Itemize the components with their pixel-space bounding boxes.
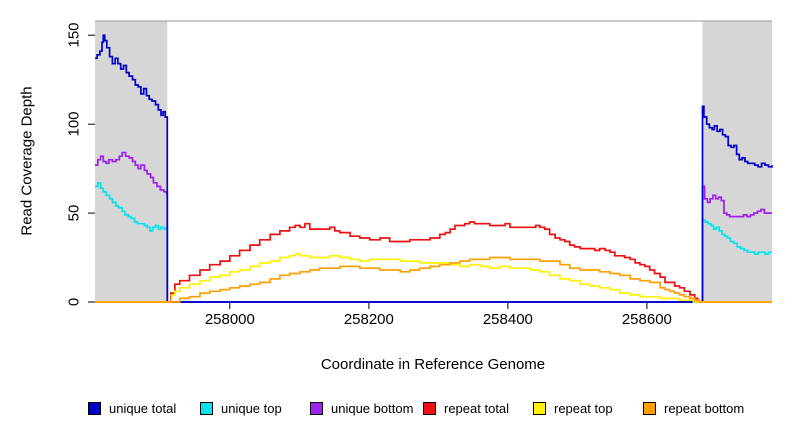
series-line-repeat-top (95, 253, 772, 303)
series-line-repeat-bottom (95, 256, 772, 303)
legend-item-repeat-bottom: repeat bottom (643, 399, 744, 417)
y-tick-label: 100 (65, 111, 83, 137)
shaded-region (95, 21, 168, 302)
x-tick-label: 258200 (343, 311, 394, 328)
legend-label: repeat top (554, 400, 613, 416)
legend-item-unique-bottom: unique bottom (310, 399, 413, 417)
legend-swatch-repeat-bottom (643, 401, 656, 415)
series-line-unique-total (95, 34, 773, 303)
x-axis-title: Coordinate in Reference Genome (320, 356, 546, 373)
series-line-unique-bottom (95, 151, 772, 303)
shaded-region (702, 21, 772, 302)
series-line-repeat-total (95, 221, 772, 303)
legend-item-repeat-top: repeat top (533, 399, 613, 417)
legend-label: repeat total (444, 400, 510, 416)
x-tick-label: 258600 (621, 311, 672, 328)
legend-label: unique total (109, 400, 177, 416)
y-axis-title: Read Coverage Depth (18, 86, 36, 236)
x-tick-label: 258400 (482, 311, 533, 328)
legend-swatch-repeat-total (423, 401, 436, 415)
legend-item-unique-total: unique total (88, 399, 176, 417)
y-tick-label: 0 (65, 297, 83, 307)
legend-label: repeat bottom (664, 400, 745, 416)
legend-swatch-unique-top (200, 401, 213, 415)
legend-swatch-unique-bottom (310, 401, 323, 415)
y-tick-label: 50 (65, 204, 83, 222)
y-tick-label: 150 (65, 22, 83, 48)
legend-label: unique bottom (331, 400, 414, 416)
legend-swatch-repeat-top (533, 401, 546, 415)
legend-item-unique-top: unique top (200, 399, 282, 417)
legend-item-repeat-total: repeat total (423, 399, 509, 417)
legend-swatch-unique-total (88, 401, 101, 415)
legend-label: unique top (221, 400, 282, 416)
x-tick-label: 258000 (204, 311, 255, 328)
